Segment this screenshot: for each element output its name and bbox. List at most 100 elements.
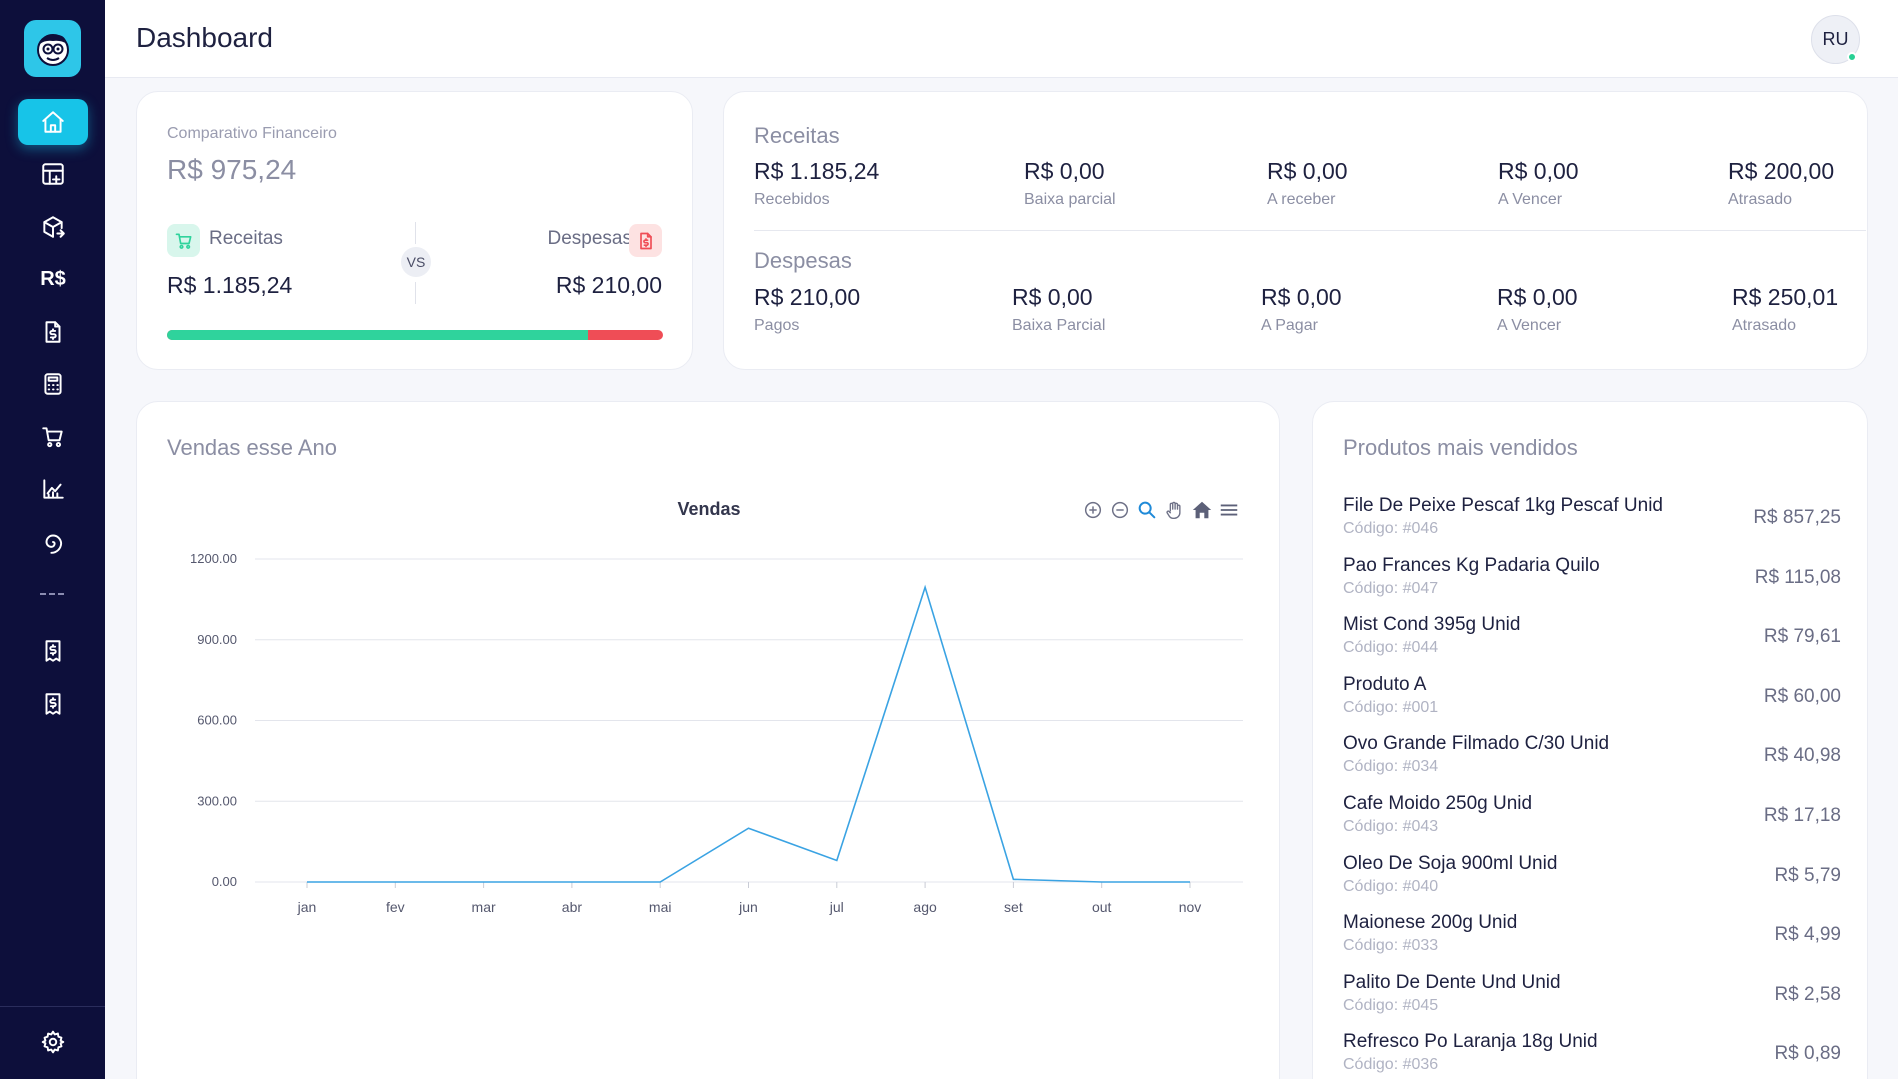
comparativo-card: Comparativo Financeiro R$ 975,24 Receita… <box>136 91 693 370</box>
currency-icon: R$ <box>40 267 66 290</box>
product-name: Palito De Dente Und Unid <box>1343 971 1561 993</box>
box-arrow-icon <box>43 216 65 238</box>
stat-atrasado: R$ 250,01 Atrasado <box>1732 284 1838 335</box>
nav-receipt-1[interactable] <box>18 628 88 674</box>
calculator-icon <box>44 373 62 395</box>
list-item[interactable]: Refresco Po Laranja 18g Unid Código: #036… <box>1343 1031 1841 1079</box>
receitas-value: R$ 1.185,24 <box>167 272 293 298</box>
product-code: Código: #034 <box>1343 758 1439 776</box>
cart-icon <box>175 233 191 249</box>
x-tick-label: nov <box>1179 899 1202 915</box>
stat-value: R$ 0,00 <box>1012 284 1093 310</box>
x-tick-label: set <box>1004 899 1023 915</box>
y-tick-label: 300.00 <box>197 793 237 808</box>
zoom-in-icon[interactable] <box>1082 499 1104 521</box>
reset-home-icon[interactable] <box>1191 499 1213 521</box>
product-name: Pao Frances Kg Padaria Quilo <box>1343 554 1600 576</box>
receipt-icon <box>45 693 61 715</box>
product-code: Código: #040 <box>1343 877 1439 895</box>
stat-atrasado: R$ 200,00 Atrasado <box>1728 158 1834 209</box>
stat-pagos: R$ 210,00 Pagos <box>754 284 860 335</box>
nav-cart[interactable] <box>18 414 88 460</box>
y-tick-label: 600.00 <box>197 713 237 728</box>
product-name: Refresco Po Laranja 18g Unid <box>1343 1031 1598 1053</box>
sidebar: R$ <box>0 0 105 1079</box>
stat-label: Recebidos <box>754 191 830 208</box>
produtos-card: Produtos mais vendidos File De Peixe Pes… <box>1312 401 1868 1079</box>
top-header: Dashboard RU <box>105 0 1898 78</box>
vendas-card-title: Vendas esse Ano <box>167 435 338 460</box>
receitas-progress-fill <box>167 330 589 340</box>
product-price: R$ 60,00 <box>1763 685 1841 707</box>
product-price: R$ 2,58 <box>1774 983 1841 1005</box>
receipt-icon <box>45 640 61 662</box>
stat-label: Atrasado <box>1728 191 1793 208</box>
list-item[interactable]: Produto A Código: #001 R$ 60,00 <box>1343 674 1841 724</box>
home-icon <box>42 111 64 133</box>
y-tick-label: 1200.00 <box>190 551 237 566</box>
stat-a-pagar: R$ 0,00 A Pagar <box>1261 284 1342 335</box>
stat-value: R$ 250,01 <box>1732 284 1839 310</box>
x-tick-label: out <box>1092 899 1112 915</box>
stat-a-vencer: R$ 0,00 A Vencer <box>1497 284 1578 335</box>
app-logo[interactable] <box>24 20 81 77</box>
list-item[interactable]: Mist Cond 395g Unid Código: #044 R$ 79,61 <box>1343 614 1841 664</box>
vs-line-top <box>415 222 416 244</box>
resumo-divider <box>754 230 1866 231</box>
stat-a-receber: R$ 0,00 A receber <box>1267 158 1348 209</box>
stat-value: R$ 1.185,24 <box>754 158 880 184</box>
nav-financeiro[interactable]: R$ <box>18 256 88 302</box>
table-add-icon <box>42 163 64 185</box>
product-name: Ovo Grande Filmado C/30 Unid <box>1343 733 1610 755</box>
stat-value: R$ 0,00 <box>1261 284 1342 310</box>
list-item[interactable]: Cafe Moido 250g Unid Código: #043 R$ 17,18 <box>1343 793 1841 843</box>
x-tick-label: jan <box>297 899 317 915</box>
product-code: Código: #036 <box>1343 1056 1439 1074</box>
nav-home[interactable] <box>18 99 88 145</box>
list-item[interactable]: Oleo De Soja 900ml Unid Código: #040 R$ 5,… <box>1343 853 1841 903</box>
stat-label: Baixa parcial <box>1024 191 1116 208</box>
vendas-card: Vendas esse Ano Vendas 0.00 300.00 600.00 9… <box>136 401 1280 1079</box>
product-name: Mist Cond 395g Unid <box>1343 614 1521 636</box>
product-name: File De Peixe Pescaf 1kg Pescaf Unid <box>1343 495 1663 516</box>
magnifier-icon[interactable] <box>1136 499 1158 521</box>
list-item[interactable]: Maionese 200g Unid Código: #033 R$ 4,99 <box>1343 912 1841 962</box>
product-code: Código: #046 <box>1343 520 1439 537</box>
nav-receipt-2[interactable] <box>18 681 88 727</box>
nav-invoices[interactable] <box>18 309 88 355</box>
cart-icon <box>42 427 63 448</box>
nav-calculator[interactable] <box>18 361 88 407</box>
nav-settings[interactable] <box>18 1019 88 1065</box>
logo-mascot-icon <box>36 33 69 66</box>
product-price: R$ 857,25 <box>1753 507 1841 528</box>
nav-products[interactable] <box>18 204 88 250</box>
chart-series-line <box>307 584 1190 883</box>
nav-spiral[interactable] <box>18 519 88 565</box>
despesas-label: Despesas <box>547 228 633 249</box>
stat-baixa-parcial: R$ 0,00 Baixa parcial <box>1024 158 1116 209</box>
resumo-receitas-title: Receitas <box>754 123 840 148</box>
list-item[interactable]: Ovo Grande Filmado C/30 Unid Código: #034… <box>1343 733 1841 783</box>
zoom-out-icon[interactable] <box>1109 499 1131 521</box>
x-tick-label: fev <box>386 899 405 915</box>
chart-icon <box>43 479 64 499</box>
list-item[interactable]: Pao Frances Kg Padaria Quilo Código: #047… <box>1343 555 1841 605</box>
x-tick-label: jul <box>829 899 844 915</box>
stat-baixa-parcial: R$ 0,00 Baixa Parcial <box>1012 284 1105 335</box>
comparativo-total: R$ 975,24 <box>167 154 297 185</box>
y-tick-label: 0.00 <box>212 874 237 889</box>
nav-reports[interactable] <box>18 466 88 512</box>
list-item[interactable]: Palito De Dente Und Unid Código: #045 R$ 2… <box>1343 972 1841 1022</box>
nav-table-add[interactable] <box>18 151 88 197</box>
receitas-badge <box>167 224 200 257</box>
menu-icon[interactable] <box>1218 499 1240 521</box>
list-item[interactable]: File De Peixe Pescaf 1kg Pescaf Unid Códi… <box>1343 495 1841 545</box>
resumo-card: Receitas R$ 1.185,24 Recebidos R$ 0,00 B… <box>723 91 1868 370</box>
comparativo-progress-bar <box>167 330 663 340</box>
stat-label: Pagos <box>754 317 800 334</box>
product-code: Código: #044 <box>1343 639 1439 657</box>
pan-hand-icon[interactable] <box>1163 499 1185 521</box>
x-tick-label: jun <box>738 899 758 915</box>
vs-line-bottom <box>415 282 416 304</box>
stat-label: A Pagar <box>1261 317 1318 334</box>
